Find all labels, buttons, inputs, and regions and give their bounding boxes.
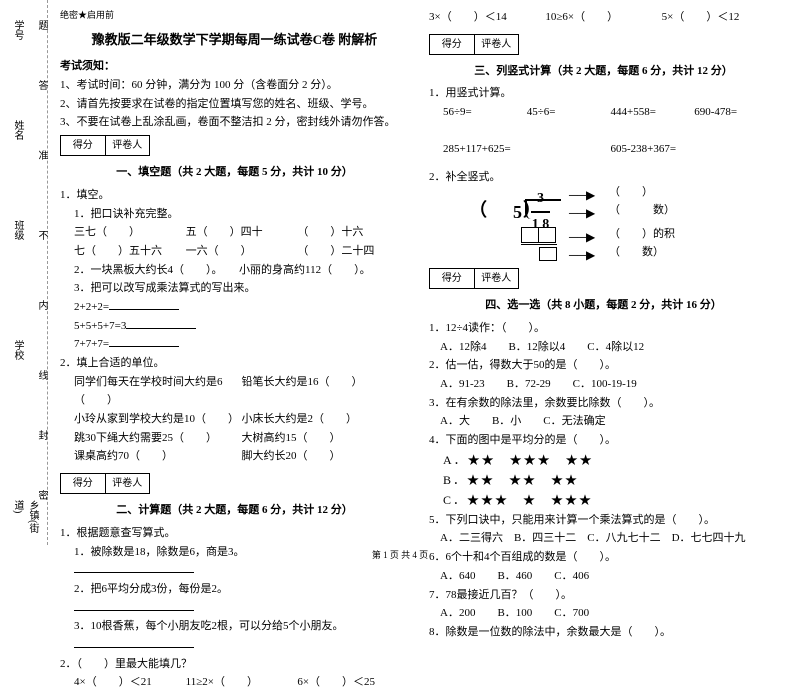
star-option: A．★★ ★★★ ★★ [429, 450, 778, 470]
page-content: 绝密★启用前 豫教版二年级数学下学期每周一练试卷C卷 附解析 考试须知： 1、考… [0, 0, 800, 545]
binding-margin: 学号 姓名 班级 学校 乡镇(街道) 题 答 准 不 内 线 封 密 [0, 0, 48, 545]
notice-item: 2、请首先按要求在试卷的指定位置填写您的姓名、班级、学号。 [60, 95, 409, 114]
notice-item: 1、考试时间：60 分钟，满分为 100 分（含卷面分 2 分）。 [60, 76, 409, 95]
s3q2: 2．补全竖式。 [429, 168, 778, 187]
q1: 1．填空。 [60, 186, 409, 205]
binding-label: 学号 [10, 20, 25, 40]
q1b: 2．一块黑板大约长4（ ）。 小丽的身高约112（ ）。 [60, 261, 409, 280]
section3-title: 三、列竖式计算（共 2 大题，每题 6 分，共计 12 分） [429, 62, 778, 81]
star-option: B．★★ ★★ ★★ [429, 470, 778, 490]
section1-title: 一、填空题（共 2 大题，每题 5 分，共计 10 分） [60, 163, 409, 182]
section4-title: 四、选一选（共 8 小题，每题 2 分，共计 16 分） [429, 296, 778, 315]
s3q1: 1．用竖式计算。 [429, 84, 778, 103]
vertical-calc-diagram: （ ） 5 3 1 8 ──▶ （ ） ──▶ （ 数） ──▶ （ ）的积 ─… [469, 187, 778, 265]
arrow-icon: ──▶ [569, 203, 595, 223]
notice-item: 3、不要在试卷上乱涂乱画，卷面不整洁扣 2 分，密封线外请勿作答。 [60, 113, 409, 132]
page-footer: 第 1 页 共 4 页 [0, 548, 800, 561]
q2: 2．填上合适的单位。 [60, 354, 409, 373]
arrow-icon: ──▶ [569, 245, 595, 265]
score-box: 得分 评卷人 [60, 473, 150, 494]
secret-label: 绝密★启用前 [60, 8, 409, 23]
binding-label: 学校 [10, 340, 25, 360]
score-box: 得分 评卷人 [60, 135, 150, 156]
q1a: 1．把口诀补充完整。 [60, 205, 409, 224]
s2q1: 1．根据题意查写算式。 [60, 524, 409, 543]
s2q2: 2．（ ）里最大能填几？ [60, 655, 409, 674]
binding-label: 姓名 [10, 120, 25, 140]
exam-title: 豫教版二年级数学下学期每周一练试卷C卷 附解析 [60, 29, 409, 51]
star-option: C．★★★ ★ ★★★ [429, 490, 778, 510]
left-column: 绝密★启用前 豫教版二年级数学下学期每周一练试卷C卷 附解析 考试须知： 1、考… [50, 8, 419, 545]
score-box: 得分 评卷人 [429, 34, 519, 55]
binding-label: 乡镇(街道) [10, 500, 40, 545]
notice-header: 考试须知： [60, 57, 409, 76]
q1c: 3．把可以改写成乘法算式的写出来。 [60, 279, 409, 298]
right-column: 3×（ ）＜14 10≥6×（ ） 5×（ ）＜12 得分 评卷人 三、列竖式计… [419, 8, 788, 545]
score-box: 得分 评卷人 [429, 268, 519, 289]
binding-label: 班级 [10, 220, 25, 240]
section2-title: 二、计算题（共 2 大题，每题 6 分，共计 12 分） [60, 501, 409, 520]
